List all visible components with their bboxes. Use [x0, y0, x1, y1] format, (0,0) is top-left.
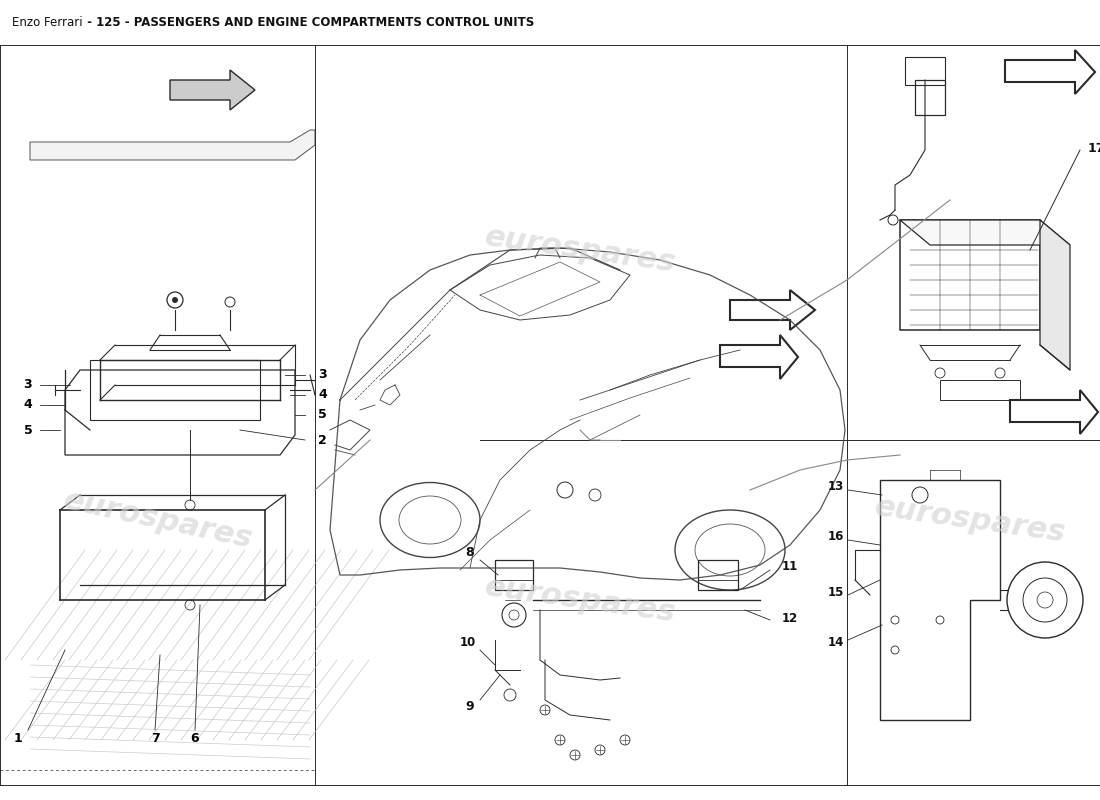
- Text: Enzo Ferrari: Enzo Ferrari: [12, 15, 82, 29]
- Text: 5: 5: [318, 409, 327, 422]
- Polygon shape: [30, 130, 315, 160]
- Text: 7: 7: [151, 731, 160, 745]
- Text: eurospares: eurospares: [60, 486, 255, 554]
- Bar: [698, 560, 738, 590]
- Text: eurospares: eurospares: [872, 492, 1067, 548]
- Polygon shape: [900, 220, 1070, 245]
- Text: 4: 4: [23, 398, 32, 411]
- Circle shape: [172, 297, 178, 303]
- Bar: [915, 80, 945, 115]
- Polygon shape: [1010, 390, 1098, 434]
- Text: 13: 13: [828, 481, 844, 494]
- Polygon shape: [720, 335, 798, 379]
- Text: 14: 14: [828, 637, 844, 650]
- Bar: [905, 57, 945, 85]
- Text: 9: 9: [465, 701, 474, 714]
- Text: 5: 5: [23, 423, 32, 437]
- Text: 4: 4: [318, 389, 327, 402]
- Text: 3: 3: [318, 369, 327, 382]
- Text: eurospares: eurospares: [483, 572, 678, 628]
- Bar: [90, 360, 260, 420]
- Bar: [940, 380, 1020, 400]
- Polygon shape: [1040, 220, 1070, 370]
- Polygon shape: [730, 290, 815, 330]
- Text: 12: 12: [782, 611, 799, 625]
- Text: - 125 - PASSENGERS AND ENGINE COMPARTMENTS CONTROL UNITS: - 125 - PASSENGERS AND ENGINE COMPARTMEN…: [82, 15, 535, 29]
- Text: 2: 2: [318, 434, 327, 446]
- Text: 16: 16: [828, 530, 844, 543]
- Bar: [900, 220, 1040, 330]
- Polygon shape: [170, 70, 255, 110]
- Text: 15: 15: [828, 586, 844, 598]
- Text: 6: 6: [190, 731, 199, 745]
- Text: eurospares: eurospares: [483, 222, 678, 278]
- Text: 17: 17: [1088, 142, 1100, 154]
- Text: 8: 8: [465, 546, 474, 559]
- Text: 1: 1: [13, 731, 22, 745]
- Text: 10: 10: [460, 637, 476, 650]
- Bar: [495, 560, 534, 590]
- Text: 11: 11: [782, 561, 799, 574]
- Polygon shape: [1005, 50, 1094, 94]
- Text: 3: 3: [24, 378, 32, 391]
